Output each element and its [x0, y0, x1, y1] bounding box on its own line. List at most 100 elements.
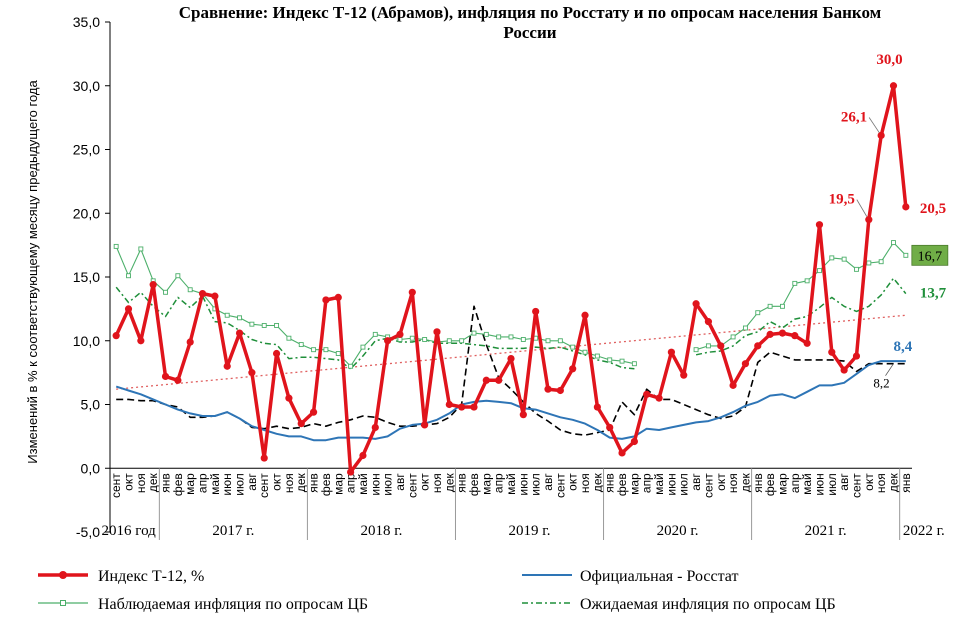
month-tick-label: сент	[553, 473, 567, 498]
series-t12-point	[445, 400, 453, 409]
month-tick-label: июл	[529, 473, 543, 495]
month-tick-label: май	[652, 473, 666, 495]
month-tick-label: авг	[245, 473, 259, 491]
month-tick-label: ноя	[134, 473, 148, 493]
series-observed-point	[261, 323, 267, 328]
series-t12-point	[322, 296, 330, 304]
month-tick-label: июн	[812, 473, 826, 495]
series-t12-point	[840, 366, 848, 374]
y-tick-label: 25,0	[73, 142, 100, 158]
series-observed-point	[903, 252, 909, 258]
y-tick-label: 10,0	[73, 333, 100, 349]
month-tick-label: май	[208, 473, 222, 495]
series-t12-point	[902, 203, 910, 211]
series-observed-point	[742, 325, 748, 331]
series-observed-point	[631, 361, 637, 367]
series-t12-point	[421, 421, 429, 429]
month-tick-label: сент	[405, 473, 419, 498]
month-tick-label: фев	[171, 473, 185, 496]
series-t12-point	[778, 329, 787, 337]
series-t12-point	[186, 338, 194, 346]
series-t12-point	[618, 449, 626, 457]
month-tick-label: дек	[738, 473, 752, 493]
series-observed-point	[866, 260, 872, 266]
month-tick-label: июл	[233, 473, 247, 495]
series-t12-point	[593, 403, 601, 411]
series-observed-point	[792, 280, 798, 286]
month-tick-label: ноя	[430, 473, 444, 493]
series-observed-point	[557, 338, 563, 344]
series-t12-point	[174, 376, 182, 384]
annotation-box	[911, 244, 949, 266]
series-t12-point	[112, 332, 120, 340]
month-tick-label: апр	[196, 473, 210, 493]
annotation-leader	[868, 117, 880, 133]
month-tick-label: ноя	[282, 473, 296, 493]
month-tick-label: фев	[763, 473, 777, 496]
series-t12-point	[285, 394, 293, 402]
month-tick-label: май	[356, 473, 370, 495]
series-t12-point	[161, 372, 170, 381]
month-tick-label: авг	[393, 473, 407, 491]
month-tick-label: фев	[319, 473, 333, 496]
series-observed-point	[446, 338, 452, 344]
series-observed-point	[891, 240, 896, 246]
series-t12-point	[309, 408, 318, 416]
series-t12-point	[272, 349, 281, 358]
annotation-label: 13,7	[920, 286, 947, 302]
legend-label-observed: Наблюдаемая инфляция по опросам ЦБ	[98, 596, 368, 613]
series-t12-point	[507, 355, 515, 363]
series-observed-point	[520, 337, 526, 342]
legend-marker-observed	[60, 600, 66, 606]
y-tick-label: 35,0	[73, 14, 100, 30]
y-tick-label: 0,0	[81, 460, 101, 476]
series-observed-point	[286, 335, 292, 341]
annotation-label: 30,0	[876, 52, 902, 68]
series-observed-point	[459, 338, 465, 344]
series-observed-point	[298, 342, 304, 348]
series-group	[112, 82, 910, 476]
chart-title-line-1: Сравнение: Индекс Т-12 (Абрамов), инфляц…	[179, 3, 882, 22]
series-observed-point	[471, 330, 477, 336]
year-label: 2019 г.	[509, 523, 551, 539]
series-t12-point	[396, 330, 404, 338]
series-t12-point	[791, 332, 799, 340]
series-observed-point	[693, 347, 699, 353]
month-tick-label: апр	[788, 473, 802, 493]
month-tick-label: окт	[418, 473, 432, 491]
legend: Индекс Т-12, % Официальная - Росстат Наб…	[38, 568, 836, 613]
series-t12-point	[495, 376, 503, 384]
annotations-group: 30,0 26,1 19,5 20,5 16,7 13,7 8,4 8,2	[829, 52, 949, 391]
annotation-label: 8,4	[893, 339, 912, 355]
series-observed-point	[582, 349, 588, 355]
month-tick-label: янв	[455, 473, 469, 493]
series-t12-point	[371, 423, 379, 432]
series-observed-point	[335, 351, 341, 356]
series-t12-point	[470, 403, 478, 411]
month-tick-label: июл	[381, 473, 395, 495]
year-label: 2022 г.	[903, 523, 945, 539]
series-t12-point	[137, 337, 145, 345]
series-t12-point	[223, 362, 231, 370]
series-t12-point	[532, 307, 540, 316]
month-tick-label: дек	[442, 473, 456, 493]
series-t12-point	[556, 386, 564, 395]
series-observed-point	[730, 334, 736, 340]
chart-title-line-2: России	[503, 23, 556, 42]
annotation-leader	[856, 199, 868, 217]
month-tick-label: янв	[603, 473, 617, 493]
series-t12-point	[630, 437, 638, 446]
series-t12-point	[606, 423, 614, 432]
series-observed-point	[594, 353, 600, 359]
series-t12-point	[766, 330, 774, 338]
series-observed-point	[249, 321, 255, 327]
series-observed-point	[397, 337, 403, 342]
series-observed-point	[311, 347, 317, 353]
series-observed-point	[237, 315, 243, 321]
series-black-dashed-line	[116, 305, 906, 436]
series-t12-point	[260, 454, 268, 462]
series-t12-point	[754, 342, 762, 350]
month-tick-label: дек	[146, 473, 160, 493]
month-tick-label: сент	[109, 473, 123, 498]
